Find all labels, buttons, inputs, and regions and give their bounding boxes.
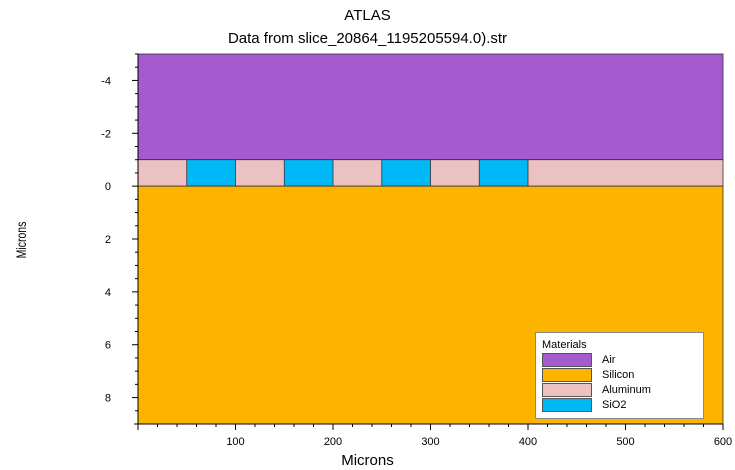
chart-title: ATLAS <box>344 7 391 24</box>
y-tick-label: 0 <box>105 181 111 193</box>
x-axis-label: Microns <box>341 452 394 469</box>
region-air-0 <box>137 53 724 161</box>
legend-label: Aluminum <box>602 384 651 396</box>
y-tick-label: 6 <box>105 340 111 352</box>
y-tick-label: -2 <box>101 128 111 140</box>
materials-legend: Materials Air Silicon Aluminum SiO2 <box>535 332 704 419</box>
legend-label: Air <box>602 354 616 366</box>
y-tick-label: 2 <box>105 234 111 246</box>
axes-layer: -4 -2 0 2 4 6 8 100 200 300 400 500 600 <box>101 53 732 448</box>
region-sio2-5 <box>478 159 529 187</box>
x-tick-label: 200 <box>324 436 342 448</box>
y-axis-label: Microns <box>13 221 29 259</box>
x-tick-label: 300 <box>421 436 439 448</box>
region-sio2-4 <box>381 159 431 187</box>
x-tick-label: 600 <box>714 436 732 448</box>
legend-swatch <box>542 353 592 367</box>
legend-swatch <box>542 398 592 412</box>
legend-label: SiO2 <box>602 399 627 411</box>
legend-title: Materials <box>542 339 587 351</box>
y-tick-label: 8 <box>105 393 111 405</box>
x-tick-label: 400 <box>519 436 537 448</box>
region-sio2-2 <box>186 159 236 187</box>
y-tick-label: -4 <box>101 75 111 87</box>
y-tick-label: 4 <box>105 287 111 299</box>
region-sio2-3 <box>283 159 334 187</box>
legend-swatch <box>542 383 592 397</box>
legend-label: Silicon <box>602 369 635 381</box>
chart-subtitle: Data from slice_20864_1195205594.0).str <box>227 30 508 47</box>
x-tick-label: 100 <box>226 436 244 448</box>
x-tick-label: 500 <box>616 436 634 448</box>
legend-swatch <box>542 368 592 382</box>
